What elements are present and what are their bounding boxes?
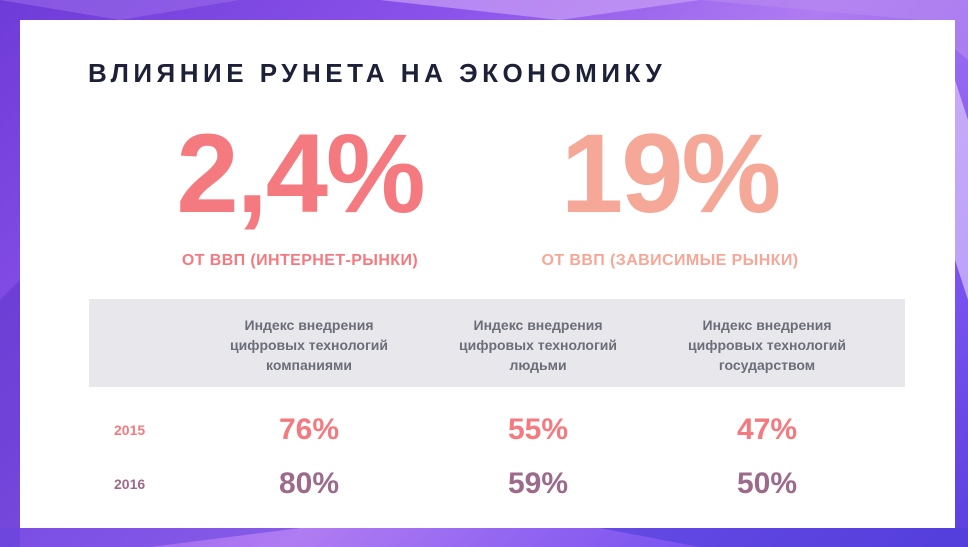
- stat-value: 19%: [560, 111, 781, 236]
- table-cell: 80%: [278, 467, 340, 500]
- stat-internet-markets: 2,4% ОТ ВВП (ИНТЕРНЕТ-РЫНКИ): [140, 118, 460, 270]
- column-header-people: Индекс внедрения цифровых технологий люд…: [438, 315, 638, 375]
- page-title: ВЛИЯНИЕ РУНЕТА НА ЭКОНОМИКУ: [88, 58, 667, 88]
- column-header-companies: Индекс внедрения цифровых технологий ком…: [209, 315, 409, 375]
- table-header: Индекс внедрения цифровых технологий ком…: [89, 299, 905, 387]
- column-header-line: цифровых технологий: [687, 337, 846, 353]
- table-cell: 47%: [736, 413, 798, 446]
- table-cell: 76%: [278, 413, 340, 446]
- column-header-government: Индекс внедрения цифровых технологий гос…: [667, 315, 867, 375]
- column-header-line: государством: [718, 357, 816, 373]
- column-header-line: Индекс внедрения: [702, 317, 832, 333]
- row-year: 2015: [114, 422, 146, 438]
- stat-label: ОТ ВВП (ИНТЕРНЕТ-РЫНКИ): [181, 252, 419, 269]
- column-header-line: цифровых технологий: [229, 337, 388, 353]
- stat-label: ОТ ВВП (ЗАВИСИМЫЕ РЫНКИ): [541, 252, 799, 269]
- table-cell: 59%: [507, 467, 569, 500]
- table-row: 2015 76% 55% 47%: [89, 410, 905, 450]
- table-cell: 55%: [507, 413, 569, 446]
- column-header-line: компаниями: [266, 357, 352, 373]
- table-cell: 50%: [736, 467, 798, 500]
- row-year: 2016: [114, 476, 146, 492]
- table-row: 2016 80% 59% 50%: [89, 464, 905, 504]
- stat-dependent-markets: 19% ОТ ВВП (ЗАВИСИМЫЕ РЫНКИ): [510, 118, 830, 270]
- infographic-card: ВЛИЯНИЕ РУНЕТА НА ЭКОНОМИКУ 2,4% ОТ ВВП …: [20, 20, 955, 528]
- column-header-line: цифровых технологий: [458, 337, 617, 353]
- column-header-line: людьми: [509, 357, 567, 373]
- stat-value: 2,4%: [176, 111, 425, 236]
- column-header-line: Индекс внедрения: [244, 317, 374, 333]
- column-header-line: Индекс внедрения: [473, 317, 603, 333]
